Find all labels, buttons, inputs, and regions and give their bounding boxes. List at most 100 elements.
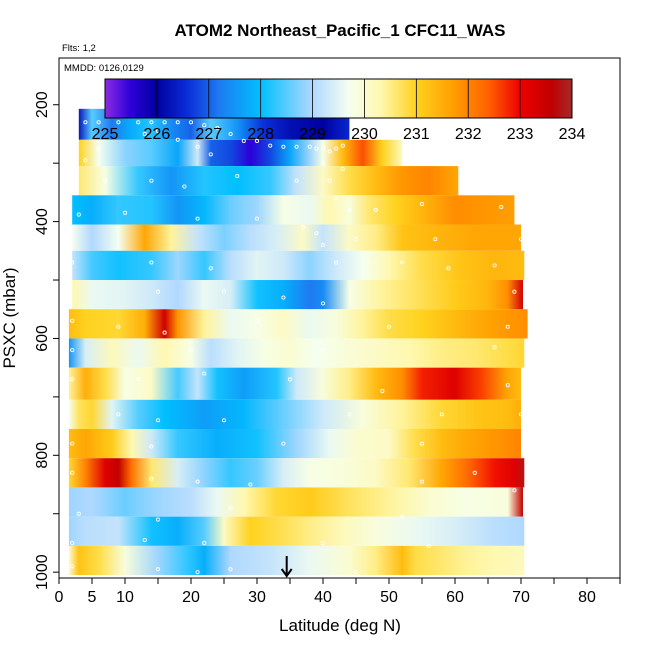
sample-point [505, 324, 510, 329]
sample-point [294, 178, 299, 183]
x-tick-label: 20 [182, 589, 200, 606]
sample-point [202, 123, 207, 128]
x-tick-label: 40 [314, 589, 332, 606]
sample-point [96, 146, 101, 151]
colorbar-tick-label: 226 [144, 126, 171, 143]
sample-point [182, 184, 187, 189]
sample-point [472, 470, 477, 475]
sample-point [228, 131, 233, 137]
colorbar-tick-label: 231 [403, 126, 430, 143]
sample-point [70, 120, 75, 125]
sample-point [70, 348, 75, 353]
sample-point [188, 120, 194, 125]
colorbar: 225 226 227 228 229 230 231 232 233 234 [92, 78, 586, 143]
sample-point [294, 144, 299, 149]
sample-point [83, 120, 88, 125]
sample-point [327, 178, 332, 183]
sample-point [221, 289, 227, 294]
heatmap-bands [68, 93, 528, 576]
sample-point [241, 138, 246, 144]
heatmap-band [72, 224, 521, 251]
sample-point [400, 514, 405, 519]
sample-point [76, 212, 81, 217]
y-axis-label: PSXC (mbar) [0, 267, 19, 368]
sample-point [301, 225, 306, 230]
sample-point [149, 120, 154, 125]
sample-point [373, 207, 378, 212]
sample-point [221, 418, 227, 423]
chart-title: ATOM2 Northeast_Pacific_1 CFC11_WAS [175, 21, 506, 40]
sample-point [347, 207, 352, 212]
sample-point [155, 517, 161, 522]
sample-point [254, 138, 260, 144]
sample-point [518, 237, 524, 242]
heatmap-band [68, 367, 522, 400]
sample-point [419, 441, 425, 446]
x-tick-label: 50 [380, 589, 398, 606]
sample-point [281, 144, 286, 149]
sample-point [353, 237, 359, 242]
sample-point [70, 540, 75, 545]
heatmap-band [68, 487, 523, 517]
sample-point [426, 543, 431, 548]
sample-point [314, 146, 319, 151]
sample-point [254, 318, 260, 323]
sample-point [149, 178, 154, 183]
sample-point [334, 146, 339, 151]
colorbar-tick-label: 233 [507, 126, 534, 143]
sample-point [195, 570, 200, 575]
sample-point [162, 120, 167, 125]
sample-point [347, 412, 352, 417]
sample-point [446, 266, 451, 271]
colorbar-tick-label: 225 [92, 126, 119, 143]
colorbar-gradient [104, 78, 573, 119]
sample-point [136, 377, 141, 382]
sample-point [320, 348, 326, 353]
sample-point [208, 266, 213, 271]
dates-note: MMDD: 0126,0129 [64, 63, 144, 74]
colorbar-tick-label: 229 [299, 126, 326, 143]
sample-point [149, 476, 154, 481]
sample-point [70, 470, 75, 475]
sample-point [202, 540, 207, 545]
sample-point [320, 146, 326, 151]
sample-point [142, 537, 147, 543]
colorbar-tick-label: 228 [247, 126, 274, 143]
colorbar-tick-label: 227 [195, 126, 222, 143]
x-tick-label: 0 [55, 589, 64, 606]
sample-point [419, 479, 425, 484]
sample-point [235, 173, 240, 179]
heatmap-band [72, 280, 523, 310]
sample-point [175, 137, 180, 142]
sample-point [281, 295, 286, 300]
heatmap-band [68, 545, 525, 576]
sample-point [215, 126, 220, 131]
x-tick-label: 5 [88, 589, 97, 606]
heatmap-band [78, 139, 403, 167]
sample-point [327, 149, 332, 154]
colorbar-tick-label: 234 [559, 126, 586, 143]
sample-point [208, 152, 213, 157]
sample-point [122, 210, 128, 215]
sample-point [228, 505, 233, 510]
sample-point [439, 412, 444, 417]
y-tick-label: 1000 [34, 554, 51, 590]
x-tick-label: 60 [446, 589, 464, 606]
x-tick-label: 80 [578, 589, 596, 606]
heatmap-band [68, 399, 522, 430]
sample-point [512, 488, 517, 493]
sample-point [518, 412, 524, 417]
sample-point [195, 479, 200, 484]
sample-point [492, 345, 497, 350]
sample-point [70, 441, 75, 446]
flights-note: Flts: 1,2 [62, 43, 96, 54]
x-tick-label: 30 [248, 589, 266, 606]
y-tick-label: 400 [34, 208, 51, 235]
y-tick-label: 600 [34, 325, 51, 352]
heatmap-band [68, 458, 525, 488]
heatmap-band [68, 309, 528, 339]
sample-point [499, 204, 504, 210]
heatmap-band [72, 250, 525, 281]
heatmap-band [68, 338, 525, 368]
